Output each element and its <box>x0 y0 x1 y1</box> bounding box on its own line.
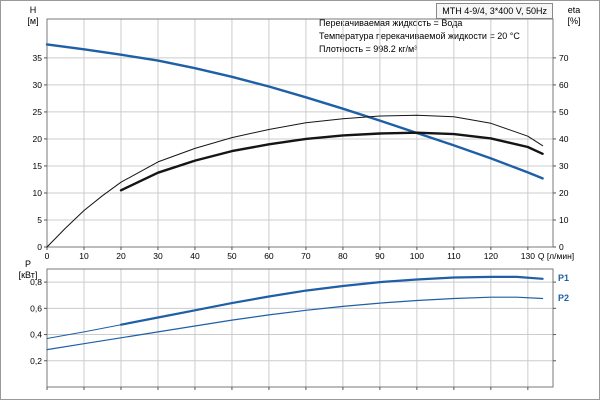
y-tick-label-right: 70 <box>559 53 569 63</box>
head-efficiency-chart: 0 10 20 30 40 50 60 70 80 90 100 110 120 130 Q [л/мин]… <box>33 18 574 261</box>
x-tick-label: 10 <box>79 251 89 261</box>
series-label-p2: P2 <box>558 293 570 303</box>
y-tick-label-left: 0,2 <box>30 356 42 366</box>
y-tick-label-left: 35 <box>33 53 43 63</box>
plot-border <box>46 18 554 248</box>
x-tick-label: 130 <box>521 251 535 261</box>
curve-P2 <box>46 296 544 351</box>
y-tick-label-left: 0,6 <box>30 303 42 313</box>
x-tick-label: 70 <box>301 251 311 261</box>
x-tick-label: 40 <box>190 251 200 261</box>
y-tick-label-left: 15 <box>33 161 43 171</box>
x-tick-label: 50 <box>227 251 237 261</box>
power-chart: 0,2 0,4 0,6 0,8 <box>30 268 556 390</box>
head-axis-unit: [м] <box>27 16 39 26</box>
y-tick-label-right: 30 <box>559 161 569 171</box>
y-tick-label-right: 60 <box>559 80 569 90</box>
x-tick-label: 90 <box>375 251 385 261</box>
fluid-annotations: Перекачиваемая жидкость = Вода Температу… <box>319 17 520 56</box>
power-axis-unit: [кВт] <box>18 270 38 280</box>
x-tick-label: 30 <box>153 251 163 261</box>
y-tick-label-right: 50 <box>559 107 569 117</box>
annotation-fluid: Перекачиваемая жидкость = Вода <box>319 18 463 28</box>
y-tick-label-left: 0 <box>37 242 42 252</box>
head-axis-symbol: H <box>29 5 37 15</box>
curve-H <box>45 43 544 180</box>
annotation-density: Плотность = 998.2 кг/м³ <box>319 44 418 54</box>
power-axis-symbol: P <box>24 259 31 269</box>
y-tick-label-right: 20 <box>559 188 569 198</box>
curve-eta-pump <box>46 114 544 248</box>
y-tick-label-right: 40 <box>559 134 569 144</box>
x-tick-label: 60 <box>264 251 274 261</box>
x-tick-label: 120 <box>484 251 498 261</box>
curve-P1 <box>46 324 122 339</box>
eta-axis-title: eta [%] <box>561 5 587 27</box>
y-tick-label-left: 0,8 <box>30 277 42 287</box>
y-tick-label-left: 25 <box>33 107 43 117</box>
eta-axis-symbol: eta <box>567 5 581 15</box>
x-tick-label: 100 <box>410 251 424 261</box>
y-tick-label-left: 30 <box>33 80 43 90</box>
x-axis-unit-label: Q [л/мин] <box>538 251 574 261</box>
power-axis-title: P [кВт] <box>11 259 45 281</box>
y-tick-label-left: 5 <box>37 215 42 225</box>
y-tick-label-left: 10 <box>33 188 43 198</box>
y-tick-label-right: 10 <box>559 215 569 225</box>
eta-axis-unit: [%] <box>567 16 581 26</box>
y-tick-label-left: 20 <box>33 134 43 144</box>
x-tick-label: 0 <box>45 251 50 261</box>
y-tick-label-right: 0 <box>559 242 564 252</box>
head-axis-title: H [м] <box>21 5 45 27</box>
series-label-p1: P1 <box>558 273 570 283</box>
annotation-temperature: Температура перекачиваемой жидкости = 20… <box>319 31 520 41</box>
curve-eta-pump-motor <box>119 131 544 192</box>
y-tick-label-left: 0,4 <box>30 330 42 340</box>
plot-border <box>46 268 554 388</box>
x-tick-label: 80 <box>338 251 348 261</box>
x-tick-label: 20 <box>116 251 126 261</box>
x-tick-label: 110 <box>447 251 461 261</box>
curve-P1 <box>119 275 544 326</box>
